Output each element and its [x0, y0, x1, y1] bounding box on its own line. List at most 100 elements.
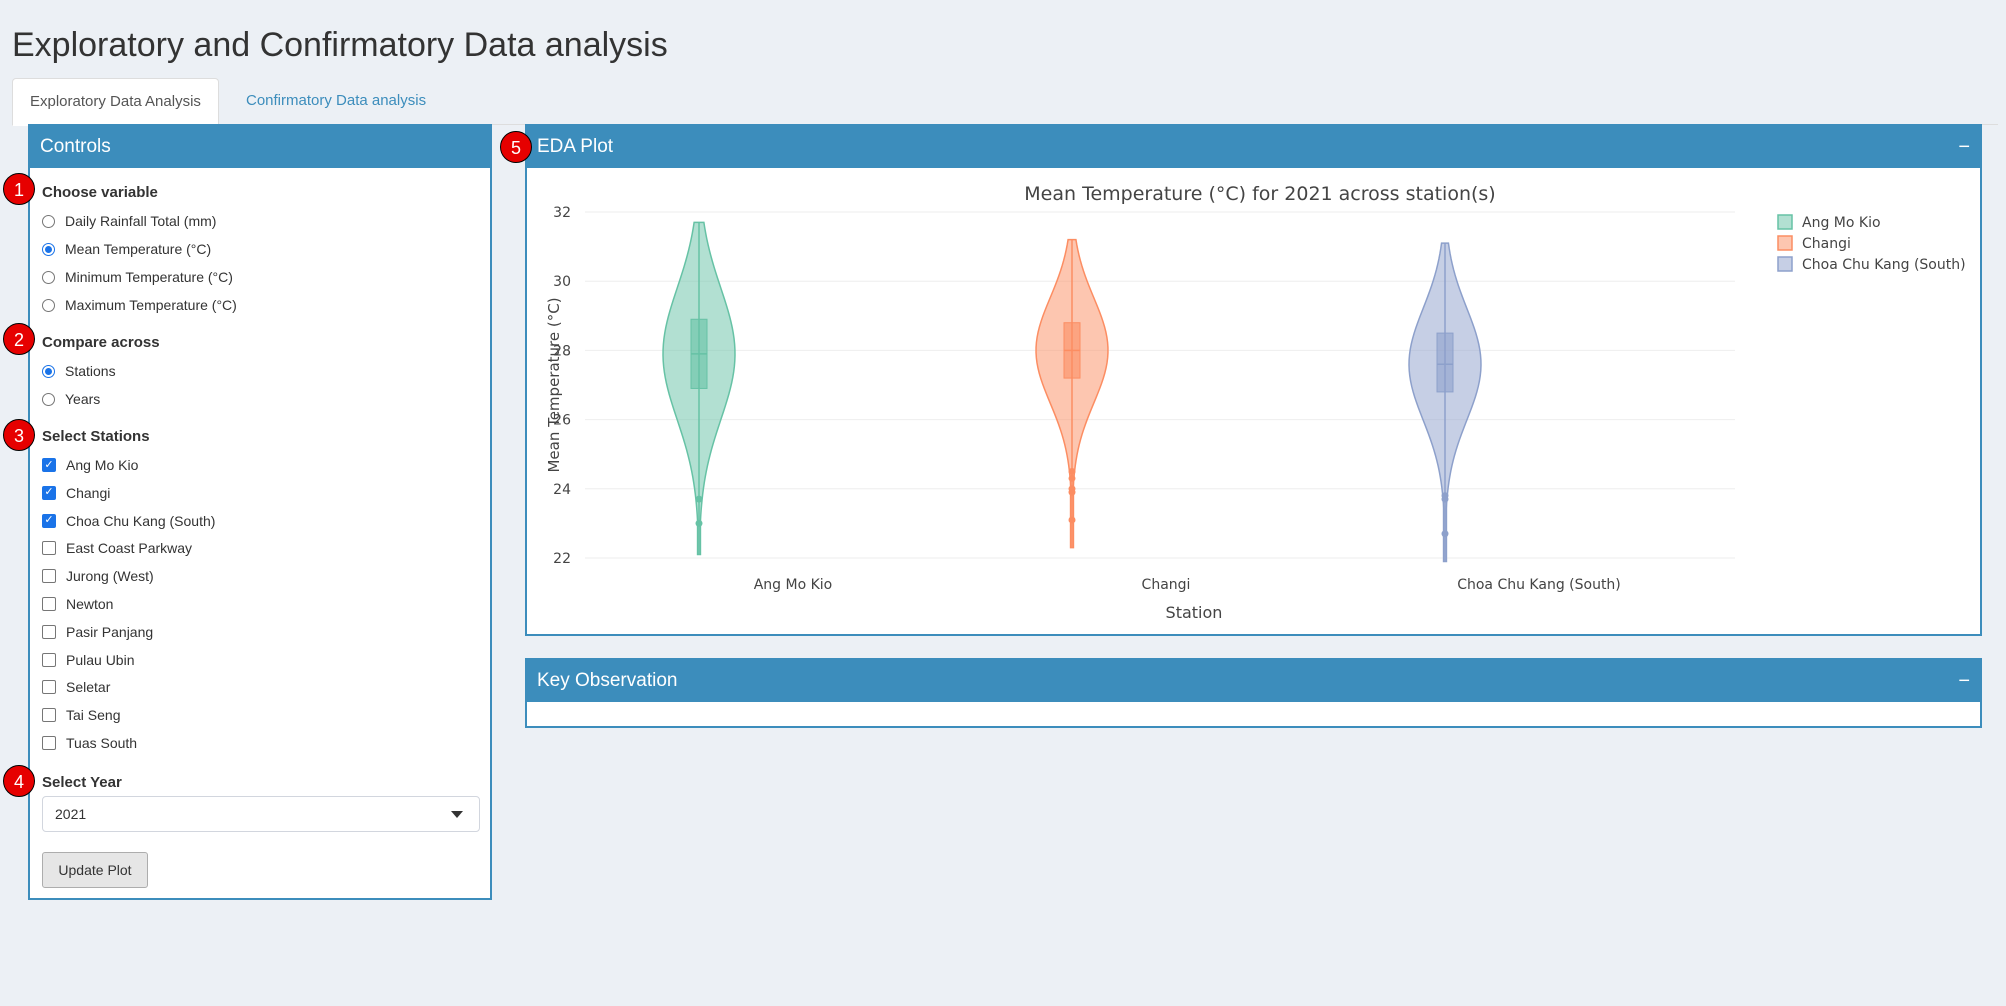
annotation-badge-4: 4: [3, 765, 35, 797]
outlier-point: [1441, 530, 1449, 538]
chart-title: Mean Temperature (°C) for 2021 across st…: [1024, 183, 1495, 205]
violin-chart: Mean Temperature (°C) for 2021 across st…: [545, 183, 1966, 622]
legend-swatch: [1777, 235, 1793, 251]
checkbox-icon[interactable]: [42, 736, 56, 750]
checkbox-icon[interactable]: [42, 652, 56, 667]
variable-option[interactable]: Minimum Temperature (°C): [42, 266, 233, 288]
y-axis-label: Mean Temperature (°C): [545, 297, 563, 472]
checkbox-icon[interactable]: [42, 597, 56, 611]
caret-down-icon: [451, 811, 463, 818]
y-tick-label: 22: [553, 551, 571, 567]
legend-label: Choa Chu Kang (South): [1802, 257, 1966, 273]
checkbox-checked-icon[interactable]: ✓: [42, 485, 56, 500]
checkbox-icon[interactable]: [42, 541, 56, 556]
compare-option-label: Stations: [65, 363, 116, 379]
box-iqr: [1436, 332, 1454, 393]
station-option-label: Ang Mo Kio: [66, 457, 139, 473]
variable-option-label: Maximum Temperature (°C): [65, 297, 237, 313]
station-option[interactable]: Seletar: [42, 676, 110, 698]
x-tick-label: Ang Mo Kio: [754, 577, 833, 593]
radio-button[interactable]: [42, 214, 55, 228]
tab-bar: Exploratory Data Analysis Confirmatory D…: [12, 78, 1998, 126]
compare-option[interactable]: Stations: [42, 360, 116, 382]
key-observation-title: Key Observation: [537, 670, 678, 691]
year-select-value: 2021: [55, 806, 87, 822]
annotation-badge-2: 2: [3, 323, 35, 355]
choose-variable-label: Choose variable: [42, 184, 158, 201]
station-option[interactable]: ✓ Ang Mo Kio: [42, 454, 138, 476]
outlier-point: [1068, 516, 1076, 524]
legend-label: Changi: [1802, 236, 1851, 252]
radio-button[interactable]: [42, 270, 55, 284]
station-option[interactable]: Newton: [42, 593, 113, 615]
y-tick-label: 28: [553, 343, 571, 359]
compare-option[interactable]: Years: [42, 388, 100, 410]
station-option[interactable]: ✓ Choa Chu Kang (South): [42, 510, 215, 532]
compare-option-label: Years: [65, 391, 101, 407]
station-option-label: Newton: [66, 596, 114, 612]
year-select[interactable]: 2021: [42, 796, 480, 832]
collapse-eda-button[interactable]: −: [1958, 136, 1970, 158]
select-year-label: Select Year: [42, 774, 122, 791]
eda-plot-header: EDA Plot −: [527, 126, 1980, 168]
variable-option[interactable]: Mean Temperature (°C): [42, 238, 211, 260]
variable-option-label: Daily Rainfall Total (mm): [65, 213, 217, 229]
station-option[interactable]: East Coast Parkway: [42, 537, 192, 559]
compare-across-label: Compare across: [42, 334, 160, 351]
station-option-label: Pasir Panjang: [66, 623, 154, 640]
station-option-label: Tuas South: [66, 735, 138, 751]
station-option-label: Choa Chu Kang (South): [66, 512, 216, 529]
radio-button[interactable]: [42, 392, 55, 406]
key-observation-header: Key Observation −: [527, 660, 1980, 702]
y-tick-label: 30: [553, 274, 571, 290]
radio-button[interactable]: [42, 364, 55, 378]
checkbox-icon[interactable]: [42, 624, 56, 639]
station-option-label: Changi: [66, 484, 111, 501]
tab-confirmatory[interactable]: Confirmatory Data analysis: [246, 92, 427, 109]
outlier-point: [1068, 474, 1076, 482]
radio-button[interactable]: [42, 298, 55, 312]
checkbox-icon[interactable]: [42, 569, 56, 584]
station-option-label: Pulau Ubin: [66, 651, 135, 668]
station-option[interactable]: Jurong (West): [42, 565, 154, 587]
checkbox-checked-icon[interactable]: ✓: [42, 458, 56, 472]
station-option[interactable]: Pulau Ubin: [42, 649, 135, 671]
outlier-point: [1068, 488, 1076, 496]
legend-label: Ang Mo Kio: [1802, 215, 1881, 231]
x-tick-label: Choa Chu Kang (South): [1457, 577, 1621, 593]
checkbox-icon[interactable]: [42, 680, 56, 695]
eda-plot-panel: EDA Plot − Mean Temperature (°C) for 202…: [525, 124, 1982, 636]
radio-button[interactable]: [42, 242, 55, 256]
checkbox-checked-icon[interactable]: ✓: [42, 513, 56, 528]
annotation-badge-1: 1: [3, 173, 35, 205]
y-tick-label: 26: [553, 413, 571, 429]
outlier-point: [1441, 495, 1449, 503]
checkbox-icon[interactable]: [42, 708, 56, 723]
variable-option[interactable]: Maximum Temperature (°C): [42, 294, 237, 316]
select-stations-label: Select Stations: [42, 428, 150, 445]
tab-exploratory[interactable]: Exploratory Data Analysis: [12, 78, 219, 126]
collapse-keyobs-button[interactable]: −: [1958, 670, 1970, 692]
outlier-point: [695, 495, 703, 503]
controls-panel: Controls Choose variable Daily Rainfall …: [28, 124, 492, 900]
legend-swatch: [1777, 214, 1793, 230]
y-tick-label: 32: [553, 205, 571, 221]
variable-option-label: Mean Temperature (°C): [65, 241, 212, 257]
station-option-label: East Coast Parkway: [66, 540, 193, 557]
annotation-badge-5: 5: [500, 131, 532, 163]
chart-area: Mean Temperature (°C) for 2021 across st…: [535, 172, 1975, 637]
x-tick-label: Changi: [1142, 577, 1191, 593]
outlier-point: [695, 519, 703, 527]
update-plot-button[interactable]: Update Plot: [42, 852, 148, 888]
x-axis-label: Station: [1166, 603, 1223, 622]
station-option[interactable]: ✓ Changi: [42, 482, 110, 504]
key-observation-panel: Key Observation −: [525, 658, 1982, 728]
station-option[interactable]: Pasir Panjang: [42, 621, 153, 643]
annotation-badge-3: 3: [3, 419, 35, 451]
station-option[interactable]: Tuas South: [42, 732, 137, 754]
station-option-label: Tai Seng: [66, 707, 121, 724]
outlier-point: [1068, 468, 1076, 475]
station-option[interactable]: Tai Seng: [42, 704, 120, 726]
variable-option[interactable]: Daily Rainfall Total (mm): [42, 210, 216, 232]
legend-swatch: [1777, 256, 1793, 272]
